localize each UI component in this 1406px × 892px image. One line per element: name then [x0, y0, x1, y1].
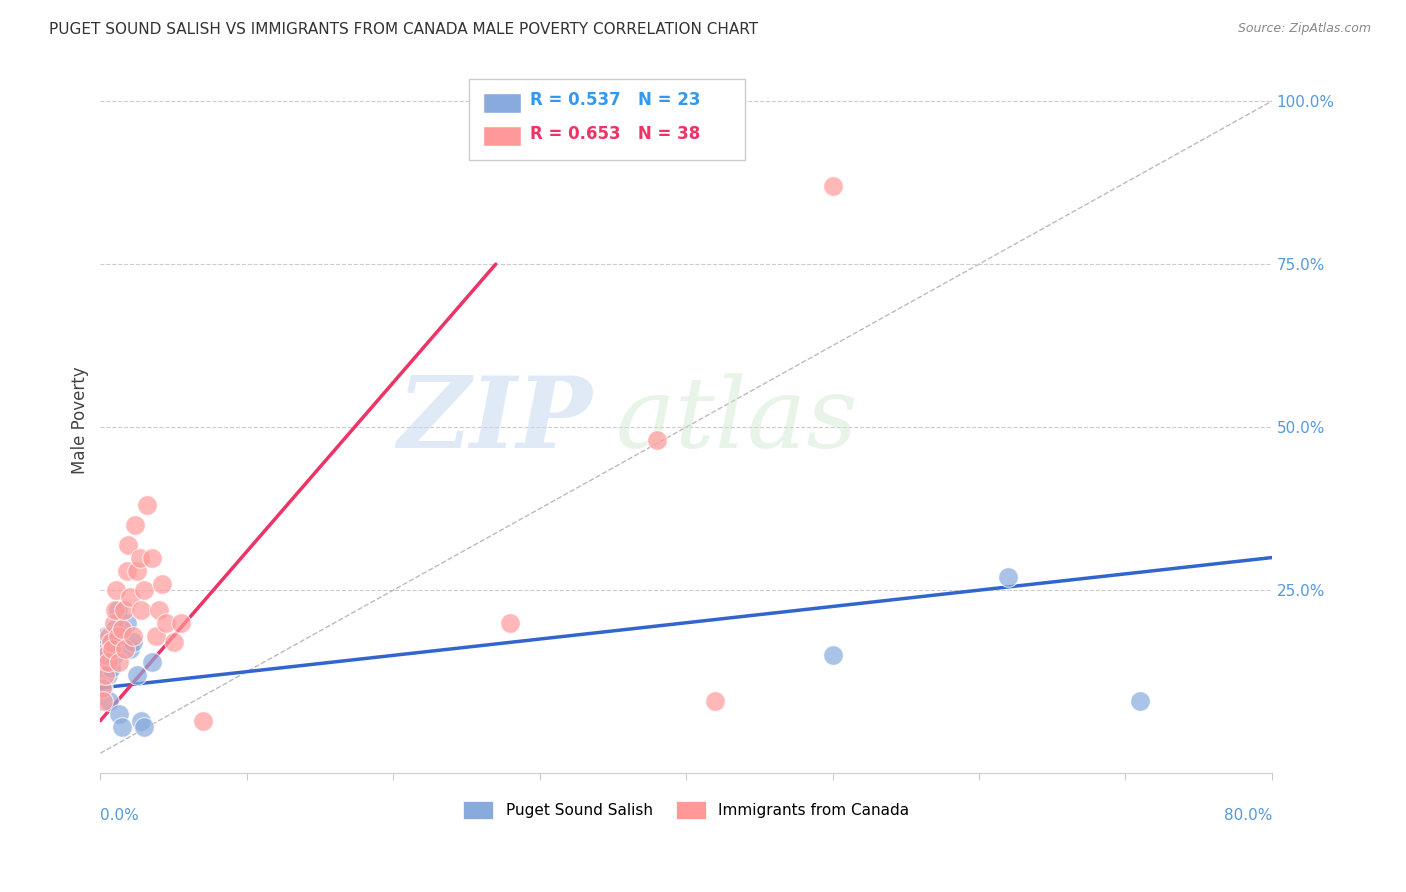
Point: [101, 641, 124, 656]
Point: [115, 564, 138, 578]
Point: [121, 635, 143, 649]
Text: R = 0.653   N = 38: R = 0.653 N = 38: [530, 125, 700, 143]
Point: [1129, 694, 1152, 708]
Point: [96, 648, 118, 663]
Point: [90, 655, 112, 669]
Point: [997, 570, 1019, 584]
Point: [97, 655, 120, 669]
Point: [117, 537, 139, 551]
Text: 0.0%: 0.0%: [100, 808, 139, 823]
Point: [97, 668, 120, 682]
Point: [105, 583, 128, 598]
Point: [108, 707, 131, 722]
Point: [98, 694, 121, 708]
Point: [134, 720, 156, 734]
Point: [150, 576, 173, 591]
Point: [91, 681, 114, 695]
Legend: Puget Sound Salish, Immigrants from Canada: Puget Sound Salish, Immigrants from Cana…: [457, 795, 915, 825]
Point: [112, 603, 135, 617]
Point: [107, 603, 129, 617]
Point: [114, 641, 136, 656]
Point: [104, 622, 127, 636]
FancyBboxPatch shape: [484, 127, 522, 146]
Point: [118, 590, 141, 604]
Point: [704, 694, 727, 708]
Point: [103, 648, 125, 663]
Point: [136, 499, 159, 513]
Point: [101, 635, 124, 649]
Point: [141, 550, 163, 565]
Point: [821, 648, 844, 663]
Point: [148, 603, 170, 617]
Point: [121, 629, 143, 643]
FancyBboxPatch shape: [470, 79, 745, 160]
Point: [499, 615, 522, 630]
Point: [145, 629, 167, 643]
Point: [104, 603, 127, 617]
Point: [108, 655, 131, 669]
Y-axis label: Male Poverty: Male Poverty: [72, 367, 89, 475]
Point: [100, 661, 122, 675]
Point: [96, 629, 118, 643]
Point: [90, 681, 112, 695]
Point: [131, 603, 153, 617]
Point: [128, 550, 150, 565]
Point: [98, 629, 121, 643]
Point: [645, 433, 668, 447]
Point: [103, 615, 125, 630]
Point: [131, 714, 153, 728]
Point: [111, 622, 134, 636]
Point: [100, 635, 122, 649]
Point: [115, 615, 138, 630]
Point: [191, 714, 214, 728]
Point: [111, 720, 134, 734]
Point: [821, 178, 844, 193]
Point: [170, 615, 193, 630]
Point: [91, 694, 114, 708]
Point: [162, 635, 184, 649]
Text: atlas: atlas: [616, 373, 859, 468]
Point: [125, 668, 148, 682]
Point: [155, 615, 177, 630]
Point: [93, 641, 115, 656]
Point: [134, 583, 156, 598]
Point: [125, 564, 148, 578]
Text: R = 0.537   N = 23: R = 0.537 N = 23: [530, 91, 700, 109]
Text: 80.0%: 80.0%: [1223, 808, 1272, 823]
FancyBboxPatch shape: [484, 93, 522, 113]
Point: [118, 641, 141, 656]
Text: PUGET SOUND SALISH VS IMMIGRANTS FROM CANADA MALE POVERTY CORRELATION CHART: PUGET SOUND SALISH VS IMMIGRANTS FROM CA…: [49, 22, 758, 37]
Point: [107, 629, 129, 643]
Point: [141, 655, 163, 669]
Point: [93, 668, 115, 682]
Text: Source: ZipAtlas.com: Source: ZipAtlas.com: [1237, 22, 1371, 36]
Text: ZIP: ZIP: [398, 372, 592, 469]
Point: [124, 518, 146, 533]
